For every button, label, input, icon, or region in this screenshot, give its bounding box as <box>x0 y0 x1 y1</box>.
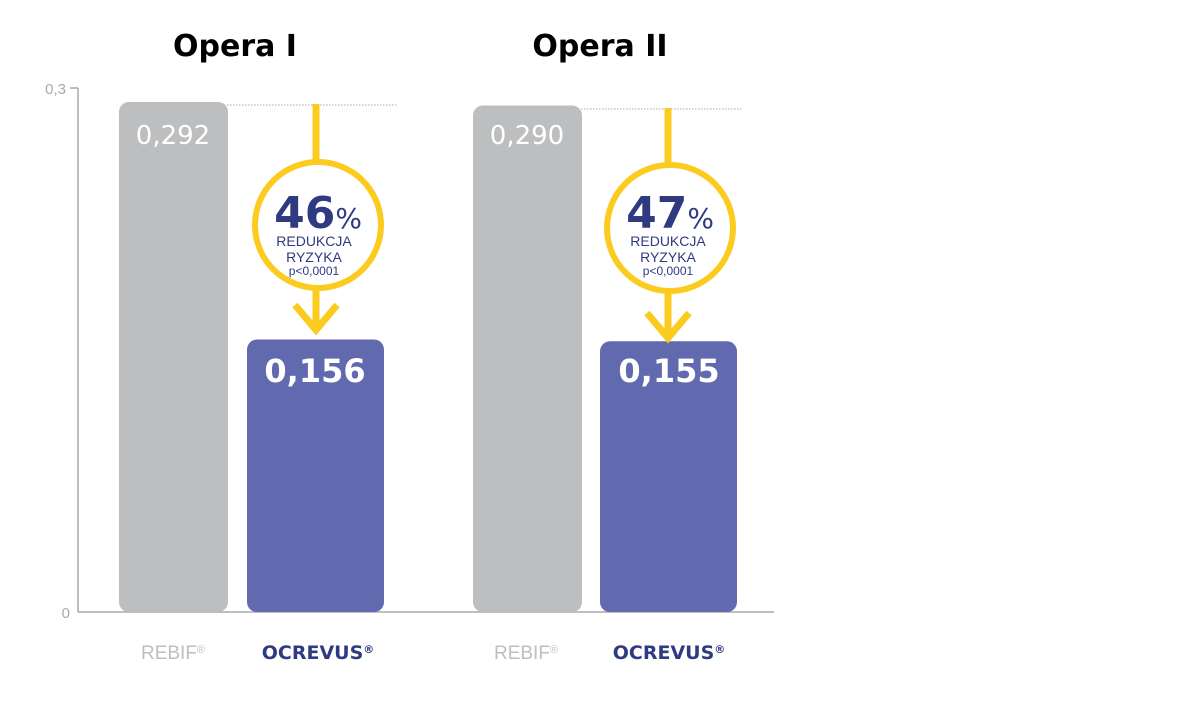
x-label-ocrevus-opera-2: OCREVUS® <box>613 642 726 664</box>
reduction-callout-opera-2: 47% REDUKCJA RYZYKA p<0,0001 <box>604 108 736 344</box>
panel-opera-1: Opera I 0,292 0,156 46% REDUKCJA RYZYKA … <box>119 29 398 664</box>
p-value-1: p<0,0001 <box>289 264 340 278</box>
y-tick-label-zero: 0 <box>62 605 70 622</box>
panel-opera-2: Opera II 0,290 0,155 47% REDUKCJA RYZYKA… <box>473 29 742 664</box>
bar-rebif-opera-2 <box>473 105 582 612</box>
panel-title-opera-2: Opera II <box>532 29 667 64</box>
value-label-rebif-opera-1: 0,292 <box>136 121 210 151</box>
reduction-callout-opera-1: 46% REDUKCJA RYZYKA p<0,0001 <box>252 104 384 336</box>
arrow-head-icon-2 <box>644 310 692 344</box>
reduction-label-line2-1: RYZYKA <box>286 249 342 265</box>
bar-rebif-opera-1 <box>119 101 228 613</box>
bar-ocrevus-opera-1 <box>247 339 384 612</box>
reduction-label-line1-1: REDUKCJA <box>276 233 352 249</box>
bar-ocrevus-opera-2 <box>600 341 737 612</box>
panel-title-opera-1: Opera I <box>173 29 297 64</box>
value-label-ocrevus-opera-2: 0,155 <box>618 352 719 390</box>
reduction-percent-1: 46% <box>274 188 362 239</box>
value-label-rebif-opera-2: 0,290 <box>490 121 564 151</box>
reduction-label-line1-2: REDUKCJA <box>630 233 706 249</box>
reduction-label-line2-2: RYZYKA <box>640 249 696 265</box>
value-label-ocrevus-opera-1: 0,156 <box>264 352 365 390</box>
reduction-percent-2: 47% <box>626 188 714 239</box>
y-tick-label-top: 0,3 <box>45 81 66 98</box>
p-value-2: p<0,0001 <box>643 264 694 278</box>
x-label-rebif-opera-2: REBIF® <box>494 643 558 664</box>
arrow-head-icon-1 <box>292 302 340 336</box>
x-label-ocrevus-opera-1: OCREVUS® <box>262 642 375 664</box>
x-label-rebif-opera-1: REBIF® <box>141 643 205 664</box>
